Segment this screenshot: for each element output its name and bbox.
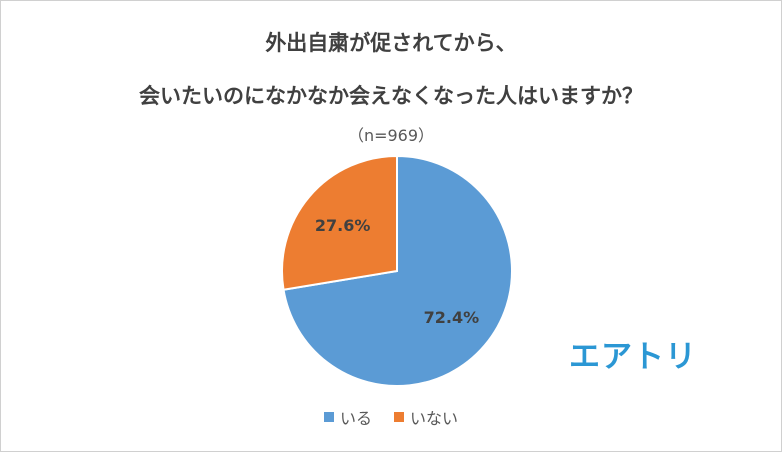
airtrip-logo: エアトリ [569,339,697,375]
chart-title: 外出自粛が促されてから、 [265,31,517,55]
sample-size-note: （n=969） [347,126,435,145]
legend-label-inai: いない [410,409,459,428]
data-label-iru: 72.4% [424,308,480,327]
chart-subtitle: 会いたいのになかなか会えなくなった人はいますか？ [139,84,643,108]
legend-item-iru: いる [323,405,372,429]
legend-item-inai: いない [394,405,458,429]
legend: いる いない [1,405,781,429]
legend-swatch-inai [394,412,404,422]
legend-swatch-iru [323,412,334,422]
data-label-inai: 27.6% [315,216,371,235]
pie-slice-inai [281,154,398,291]
legend-label-iru: いる [339,409,372,428]
